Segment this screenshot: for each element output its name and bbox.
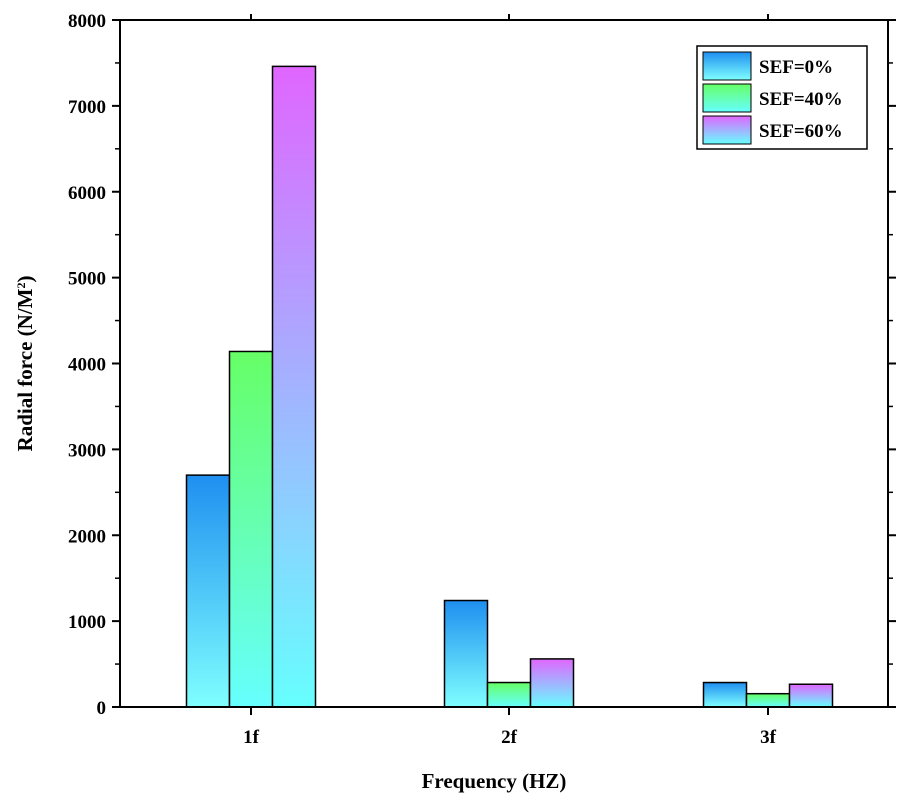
legend-swatch-series-1	[702, 51, 752, 81]
y-tick-label: 5000	[68, 269, 106, 290]
y-tick-label: 3000	[68, 440, 106, 461]
bars-layer	[185, 65, 834, 708]
y-tick-label: 4000	[68, 355, 106, 376]
axis-ticks	[112, 14, 896, 715]
bar-2f-series-1	[443, 599, 489, 708]
bar-2f-series-3	[529, 658, 575, 708]
legend-swatch-series-3	[702, 115, 752, 145]
y-tick-label: 6000	[68, 183, 106, 204]
bar-1f-series-1	[185, 474, 231, 708]
legend-label-series-2: SEF=40%	[759, 89, 843, 110]
x-tick-label: 3f	[760, 727, 777, 748]
y-tick-labels: 0 1000 2000 3000 4000 5000 6000 7000 8000	[68, 11, 106, 719]
bar-3f-series-1	[702, 681, 748, 708]
bar-1f-series-2	[228, 350, 274, 708]
y-tick-label: 2000	[68, 526, 106, 547]
legend-swatch-series-2	[702, 83, 752, 113]
y-axis-title-end: )	[13, 276, 37, 283]
x-tick-labels: 1f 2f 3f	[243, 727, 777, 748]
legend-label-series-1: SEF=0%	[759, 57, 833, 78]
y-tick-label: 7000	[68, 97, 106, 118]
x-tick-label: 2f	[501, 727, 518, 748]
bar-3f-series-3	[788, 683, 834, 708]
y-axis-title-sup: 2	[14, 283, 28, 289]
legend-label-series-3: SEF=60%	[759, 121, 843, 142]
bar-3f-series-2	[745, 692, 791, 708]
x-tick-label: 1f	[243, 727, 260, 748]
bar-2f-series-2	[486, 681, 532, 708]
y-axis-title-main: Radial force (N/M	[13, 288, 37, 451]
x-axis-title: Frequency (HZ)	[422, 769, 567, 793]
y-tick-label: 0	[97, 698, 107, 719]
y-tick-label: 1000	[68, 612, 106, 633]
legend: SEF=0% SEF=40% SEF=60%	[696, 45, 868, 150]
y-tick-label: 8000	[68, 11, 106, 32]
bar-1f-series-3	[271, 65, 317, 708]
y-axis-title: Radial force (N/M2)	[13, 276, 37, 452]
